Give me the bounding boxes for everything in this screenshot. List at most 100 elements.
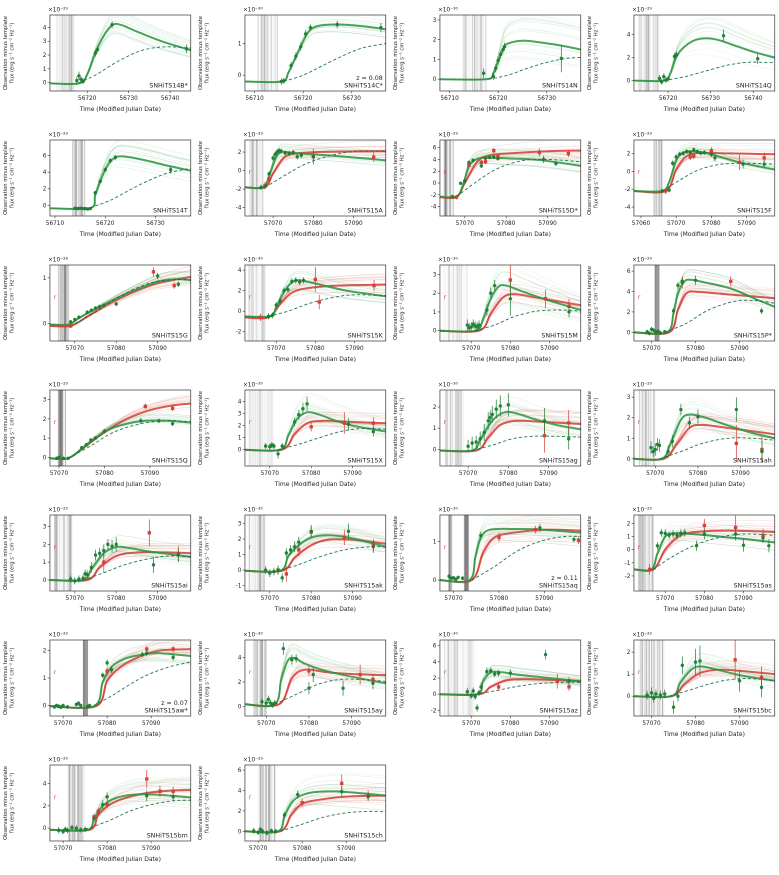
x-tick-label: 57080 [687, 721, 706, 727]
y-tick-label: 2 [238, 809, 242, 815]
sn-name-label: SNHiTS15K [347, 332, 383, 339]
panel-svg: 57070 57080 57090 0 2 4 ×10⁻³⁰ Time (Modified J… [198, 631, 386, 738]
y-tick-label: 6 [432, 644, 436, 650]
sn-name-label: SNHiTS15ag [538, 457, 577, 464]
y-tick-label: 2 [238, 289, 242, 295]
y-tick-label: 4 [238, 399, 242, 405]
panel-svg: 56710 56720 56730 0 2 4 6 ×10⁻²⁹ Time (Modified … [3, 131, 192, 238]
y-tick-label: -4 [235, 206, 241, 212]
sn-name-label: SNHiTS15Q [152, 457, 188, 464]
y-axis-exponent: ×10⁻³⁰ [437, 6, 458, 13]
y-axis-label-line1: Observation minus template [392, 516, 398, 590]
y-axis-label-line1: Observation minus template [198, 266, 204, 340]
panel-svg: 57070 57080 57090 0 2 4 6×10⁻²⁹ Time (Modified … [587, 256, 776, 363]
x-tick-label: 57080 [499, 471, 518, 477]
panel-snhits15x: 57070 57080 57090 0 1 2 3 4 ×10⁻³⁰ Time (Modified… [195, 375, 390, 500]
panel-snhits15q: 57070 57080 57090 0 1 2 3 ×10⁻²⁹ Time (Modified … [0, 375, 195, 500]
x-tick-label: 57080 [107, 346, 126, 352]
y-tick-label: 1 [432, 539, 436, 545]
y-tick-label: 0 [238, 448, 242, 454]
y-axis-label-line2: flux (erg s⁻¹ cm⁻² Hz⁻¹) [594, 148, 600, 209]
x-tick-label: 57060 [632, 221, 651, 227]
panel-svg: 56720 56730 56740 0 1 2 3 4 ×10⁻²⁹ Time (Modified… [3, 6, 192, 113]
y-tick-label: 1 [627, 672, 631, 678]
sn-name-label: SNHiTS15M [541, 332, 577, 339]
y-axis-exponent: ×10⁻²⁹ [48, 6, 69, 13]
band-label-r: r [638, 419, 641, 426]
panel-snhits15ag: 57070 57080 57090 0 1 2 ×10⁻³⁰ Time (Modified J… [390, 375, 585, 500]
y-tick-label: -2 [235, 187, 241, 193]
x-axis-label: Time (Modified Julian Date) [274, 731, 356, 738]
y-axis-label-line1: Observation minus template [3, 266, 9, 340]
y-axis-label-line1: Observation minus template [3, 516, 9, 590]
y-tick-label: 4 [43, 25, 47, 31]
band-label-r: r [638, 294, 641, 301]
sn-name-label: SNHiTS15bm [147, 832, 188, 839]
panel-svg: 57070 57080 57090 -2 -1 0 1 2 ×10⁻²⁹ Time (Modifi… [587, 506, 776, 613]
panel-snhits15g: 57070 57080 57090 0 1 ×10⁻²⁸ Time (Modified Ju… [0, 250, 195, 375]
x-axis-label: Time (Modified Julian Date) [663, 731, 745, 738]
y-tick-label: 2 [238, 150, 242, 156]
x-tick-label: 57080 [107, 596, 126, 602]
y-axis-label-line2: flux (erg s⁻¹ cm⁻² Hz⁻¹) [204, 773, 210, 834]
panel-snhits14q: 56720 56730 56740 0 2 4 ×10⁻²⁹ Time (Modified J… [584, 0, 779, 125]
x-tick-label: 56730 [537, 96, 556, 102]
panel-snhits14c: 56710 56720 56730 0 1 ×10⁻³⁰ Time (Modified Ju… [195, 0, 390, 125]
band-label-r: r [249, 169, 252, 176]
y-tick-label: -2 [625, 187, 631, 193]
panel-svg: 57070 57080 57090 0 1 2 ×10⁻²⁹ Time (Modified J… [587, 631, 776, 738]
panel-svg: 57070 57080 57090 0 2 4 ×10⁻²⁹ Time (Modified J… [3, 756, 192, 863]
y-axis-label-line1: Observation minus template [392, 141, 398, 215]
x-tick-label: 57090 [735, 596, 754, 602]
y-tick-label: 0 [627, 330, 631, 336]
band-label-r: r [443, 169, 446, 176]
panel-svg: 57070 57080 57090 0 2 4 6×10⁻²⁹ Time (Modified … [198, 756, 386, 863]
y-tick-label: 1 [432, 310, 436, 316]
panel-svg: 56710 56720 56730 0 1 ×10⁻³⁰ Time (Modified Ju… [198, 6, 386, 113]
y-tick-label: -2 [430, 193, 436, 199]
y-tick-label: 2 [627, 310, 631, 316]
y-tick-label: 0 [432, 692, 436, 698]
x-tick-label: 57090 [148, 596, 167, 602]
sn-name-label: SNHiTS15P* [734, 332, 772, 339]
x-axis-label: Time (Modified Julian Date) [468, 481, 550, 488]
panel-svg: 57070 57080 57090 0 1 2 ×10⁻²⁹ Time (Modified J… [3, 631, 192, 738]
y-axis-label-line1: Observation minus template [587, 641, 593, 715]
x-tick-label: 57070 [264, 221, 283, 227]
panel-snhits15ch: 57070 57080 57090 0 2 4 6 ×10⁻²⁹ Time (Modified … [195, 750, 390, 875]
x-tick-label: 57090 [731, 721, 750, 727]
panel-snhits15d: 57070 57080 57090 -4 -2 0 2 4 6 ×10⁻²⁹ Time (Modif… [390, 125, 585, 250]
x-tick-label: 56730 [146, 221, 165, 227]
x-tick-label: 57080 [501, 346, 520, 352]
band-label-r: r [249, 794, 252, 801]
sn-name-label: SNHiTS15ch [344, 832, 382, 839]
panel-svg: 57070 57080 57090 -1 0 1 2 3 ×10⁻³⁰ Time (Modifie… [198, 506, 386, 613]
x-tick-label: 57080 [293, 846, 312, 852]
panel-svg: 57070 57080 57090 -4 -2 0 2 ×10⁻²⁹ Time (Modifie… [198, 131, 386, 238]
y-axis-label-line1: Observation minus template [392, 266, 398, 340]
x-tick-label: 57070 [643, 346, 662, 352]
x-tick-label: 57090 [141, 471, 160, 477]
panel-svg: 57070 57080 57090 0 1 2 3 ×10⁻²⁹ Time (Modified … [3, 381, 192, 488]
y-axis-exponent: ×10⁻²⁹ [48, 131, 69, 138]
y-tick-label: 3 [238, 412, 242, 418]
y-axis-label-line2: flux (erg s⁻¹ cm⁻² Hz⁻¹) [204, 648, 210, 709]
y-tick-label: 1 [238, 41, 242, 47]
panel-snhits14b: 56720 56730 56740 0 1 2 3 4 ×10⁻²⁹ Time (Modified… [0, 0, 195, 125]
x-tick-label: 57080 [299, 721, 318, 727]
y-axis-label-line1: Observation minus template [3, 641, 9, 715]
y-axis-exponent: ×10⁻²⁹ [632, 131, 653, 138]
y-tick-label: 0 [43, 704, 47, 710]
y-axis-exponent: ×10⁻³⁰ [243, 631, 264, 638]
x-axis-label: Time (Modified Julian Date) [663, 106, 745, 113]
x-tick-label: 56720 [96, 221, 115, 227]
sn-name-label: SNHiTS15as [734, 582, 772, 589]
x-tick-label: 57070 [50, 471, 69, 477]
x-axis-label: Time (Modified Julian Date) [274, 856, 356, 863]
y-tick-label: 0 [627, 79, 631, 85]
y-axis-label-line1: Observation minus template [3, 766, 9, 840]
band-label-r: r [638, 169, 641, 176]
x-tick-label: 56720 [489, 96, 508, 102]
y-axis-label-line2: flux (erg s⁻¹ cm⁻² Hz⁻¹) [204, 273, 210, 334]
x-axis-label: Time (Modified Julian Date) [79, 356, 161, 363]
